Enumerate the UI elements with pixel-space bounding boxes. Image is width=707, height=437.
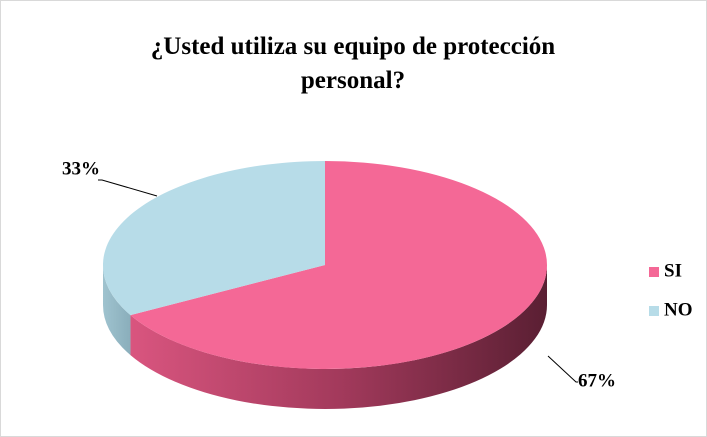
pie-slice-side (130, 265, 548, 409)
pie-slice (102, 161, 325, 316)
data-label: 33% (62, 158, 100, 179)
pie-slice-side (103, 265, 131, 356)
leader-line (98, 179, 158, 197)
chart-title: ¿Usted utiliza su equipo de protección p… (150, 33, 556, 94)
data-label: 67% (578, 370, 616, 391)
pie-slice (130, 161, 547, 369)
legend-label: SI (664, 260, 682, 281)
leader-line (547, 355, 578, 383)
legend-label: NO (664, 299, 693, 320)
legend-swatch (649, 306, 659, 316)
legend-swatch (649, 267, 659, 277)
